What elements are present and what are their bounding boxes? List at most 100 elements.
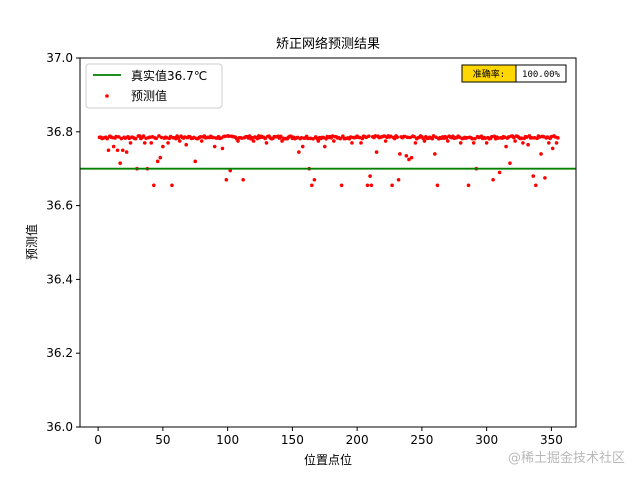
data-point xyxy=(152,183,156,188)
data-point xyxy=(390,183,394,188)
x-tick-label: 300 xyxy=(475,433,498,447)
data-point xyxy=(170,183,174,188)
data-point xyxy=(310,183,314,188)
data-point xyxy=(184,142,188,147)
data-point xyxy=(471,141,476,145)
data-point xyxy=(547,141,551,145)
data-point xyxy=(433,152,437,156)
data-point xyxy=(395,135,400,139)
data-point xyxy=(251,139,256,143)
data-point xyxy=(534,183,538,188)
data-point xyxy=(280,139,284,143)
data-point xyxy=(445,139,450,143)
y-tick-label: 36.0 xyxy=(46,420,73,434)
legend-reference-line-label: 真实值36.7℃ xyxy=(131,68,207,83)
data-point xyxy=(374,150,379,154)
chart-title: 矫正网络预测结果 xyxy=(276,36,380,52)
plot-marks xyxy=(97,134,560,188)
data-point xyxy=(111,144,116,149)
x-axis-label: 位置点位 xyxy=(304,452,352,467)
data-point xyxy=(405,135,410,140)
data-point xyxy=(166,141,170,145)
data-point xyxy=(473,136,477,141)
data-point xyxy=(491,177,495,182)
data-point xyxy=(339,183,344,188)
data-point xyxy=(155,159,160,164)
data-point xyxy=(484,141,489,145)
data-point xyxy=(306,136,310,141)
data-point xyxy=(369,183,374,188)
x-tick-label: 350 xyxy=(540,433,563,447)
data-point xyxy=(124,150,129,154)
data-point xyxy=(543,176,547,180)
data-point xyxy=(554,141,559,145)
data-point xyxy=(373,134,378,138)
data-point xyxy=(332,139,336,143)
legend-prediction-label: 预测值 xyxy=(131,88,167,103)
y-axis-label: 预测值 xyxy=(24,224,39,260)
data-point xyxy=(316,139,321,143)
accuracy-label: 准确率: xyxy=(473,68,505,80)
data-point xyxy=(556,136,560,140)
data-point xyxy=(496,136,501,140)
data-point xyxy=(359,141,363,145)
x-tick-label: 50 xyxy=(155,433,170,447)
data-point xyxy=(220,146,225,151)
data-point xyxy=(133,136,138,141)
data-point xyxy=(297,150,301,154)
y-tick-label: 36.6 xyxy=(46,199,73,213)
data-point xyxy=(421,136,425,141)
data-point xyxy=(508,161,512,165)
data-point xyxy=(513,139,517,143)
accuracy-value: 100.00% xyxy=(522,70,561,80)
data-point xyxy=(530,135,534,140)
data-point xyxy=(322,144,327,149)
data-point xyxy=(504,144,508,149)
data-point xyxy=(396,177,401,182)
data-point xyxy=(338,136,343,141)
data-point xyxy=(398,152,402,156)
data-point xyxy=(278,134,283,139)
data-point xyxy=(177,139,182,143)
data-point xyxy=(227,134,231,138)
data-point xyxy=(407,157,411,162)
data-point xyxy=(413,141,418,145)
data-point xyxy=(141,134,146,138)
y-tick-label: 36.4 xyxy=(46,272,73,286)
data-point xyxy=(412,134,416,139)
data-point xyxy=(531,174,536,178)
data-point xyxy=(368,174,372,178)
data-point xyxy=(366,134,371,138)
data-point xyxy=(422,139,427,143)
data-point xyxy=(105,136,109,141)
data-point xyxy=(497,170,502,175)
y-tick-label: 37.0 xyxy=(46,51,73,65)
accuracy-value-box xyxy=(515,64,567,83)
data-point xyxy=(224,177,229,182)
data-point xyxy=(383,139,388,143)
x-tick-label: 250 xyxy=(410,433,433,447)
x-tick-label: 100 xyxy=(216,433,239,447)
x-tick-label: 150 xyxy=(281,433,304,447)
data-point xyxy=(157,134,161,138)
data-point xyxy=(311,137,315,141)
data-point xyxy=(115,148,120,153)
data-point xyxy=(300,144,305,149)
data-point xyxy=(193,159,198,164)
data-point xyxy=(236,139,240,143)
data-point xyxy=(404,153,409,158)
data-point xyxy=(158,155,163,160)
y-tick-label: 36.2 xyxy=(46,346,73,360)
data-point xyxy=(106,148,111,153)
data-point xyxy=(228,168,233,173)
y-tick-label: 36.8 xyxy=(46,125,73,139)
data-point xyxy=(120,148,125,153)
x-tick-label: 200 xyxy=(346,433,369,447)
data-point xyxy=(458,141,463,145)
data-point xyxy=(365,183,370,188)
data-point xyxy=(128,141,133,145)
data-point xyxy=(241,177,245,182)
data-point xyxy=(519,136,524,140)
watermark: @稀土掘金技术社区 xyxy=(508,450,625,466)
